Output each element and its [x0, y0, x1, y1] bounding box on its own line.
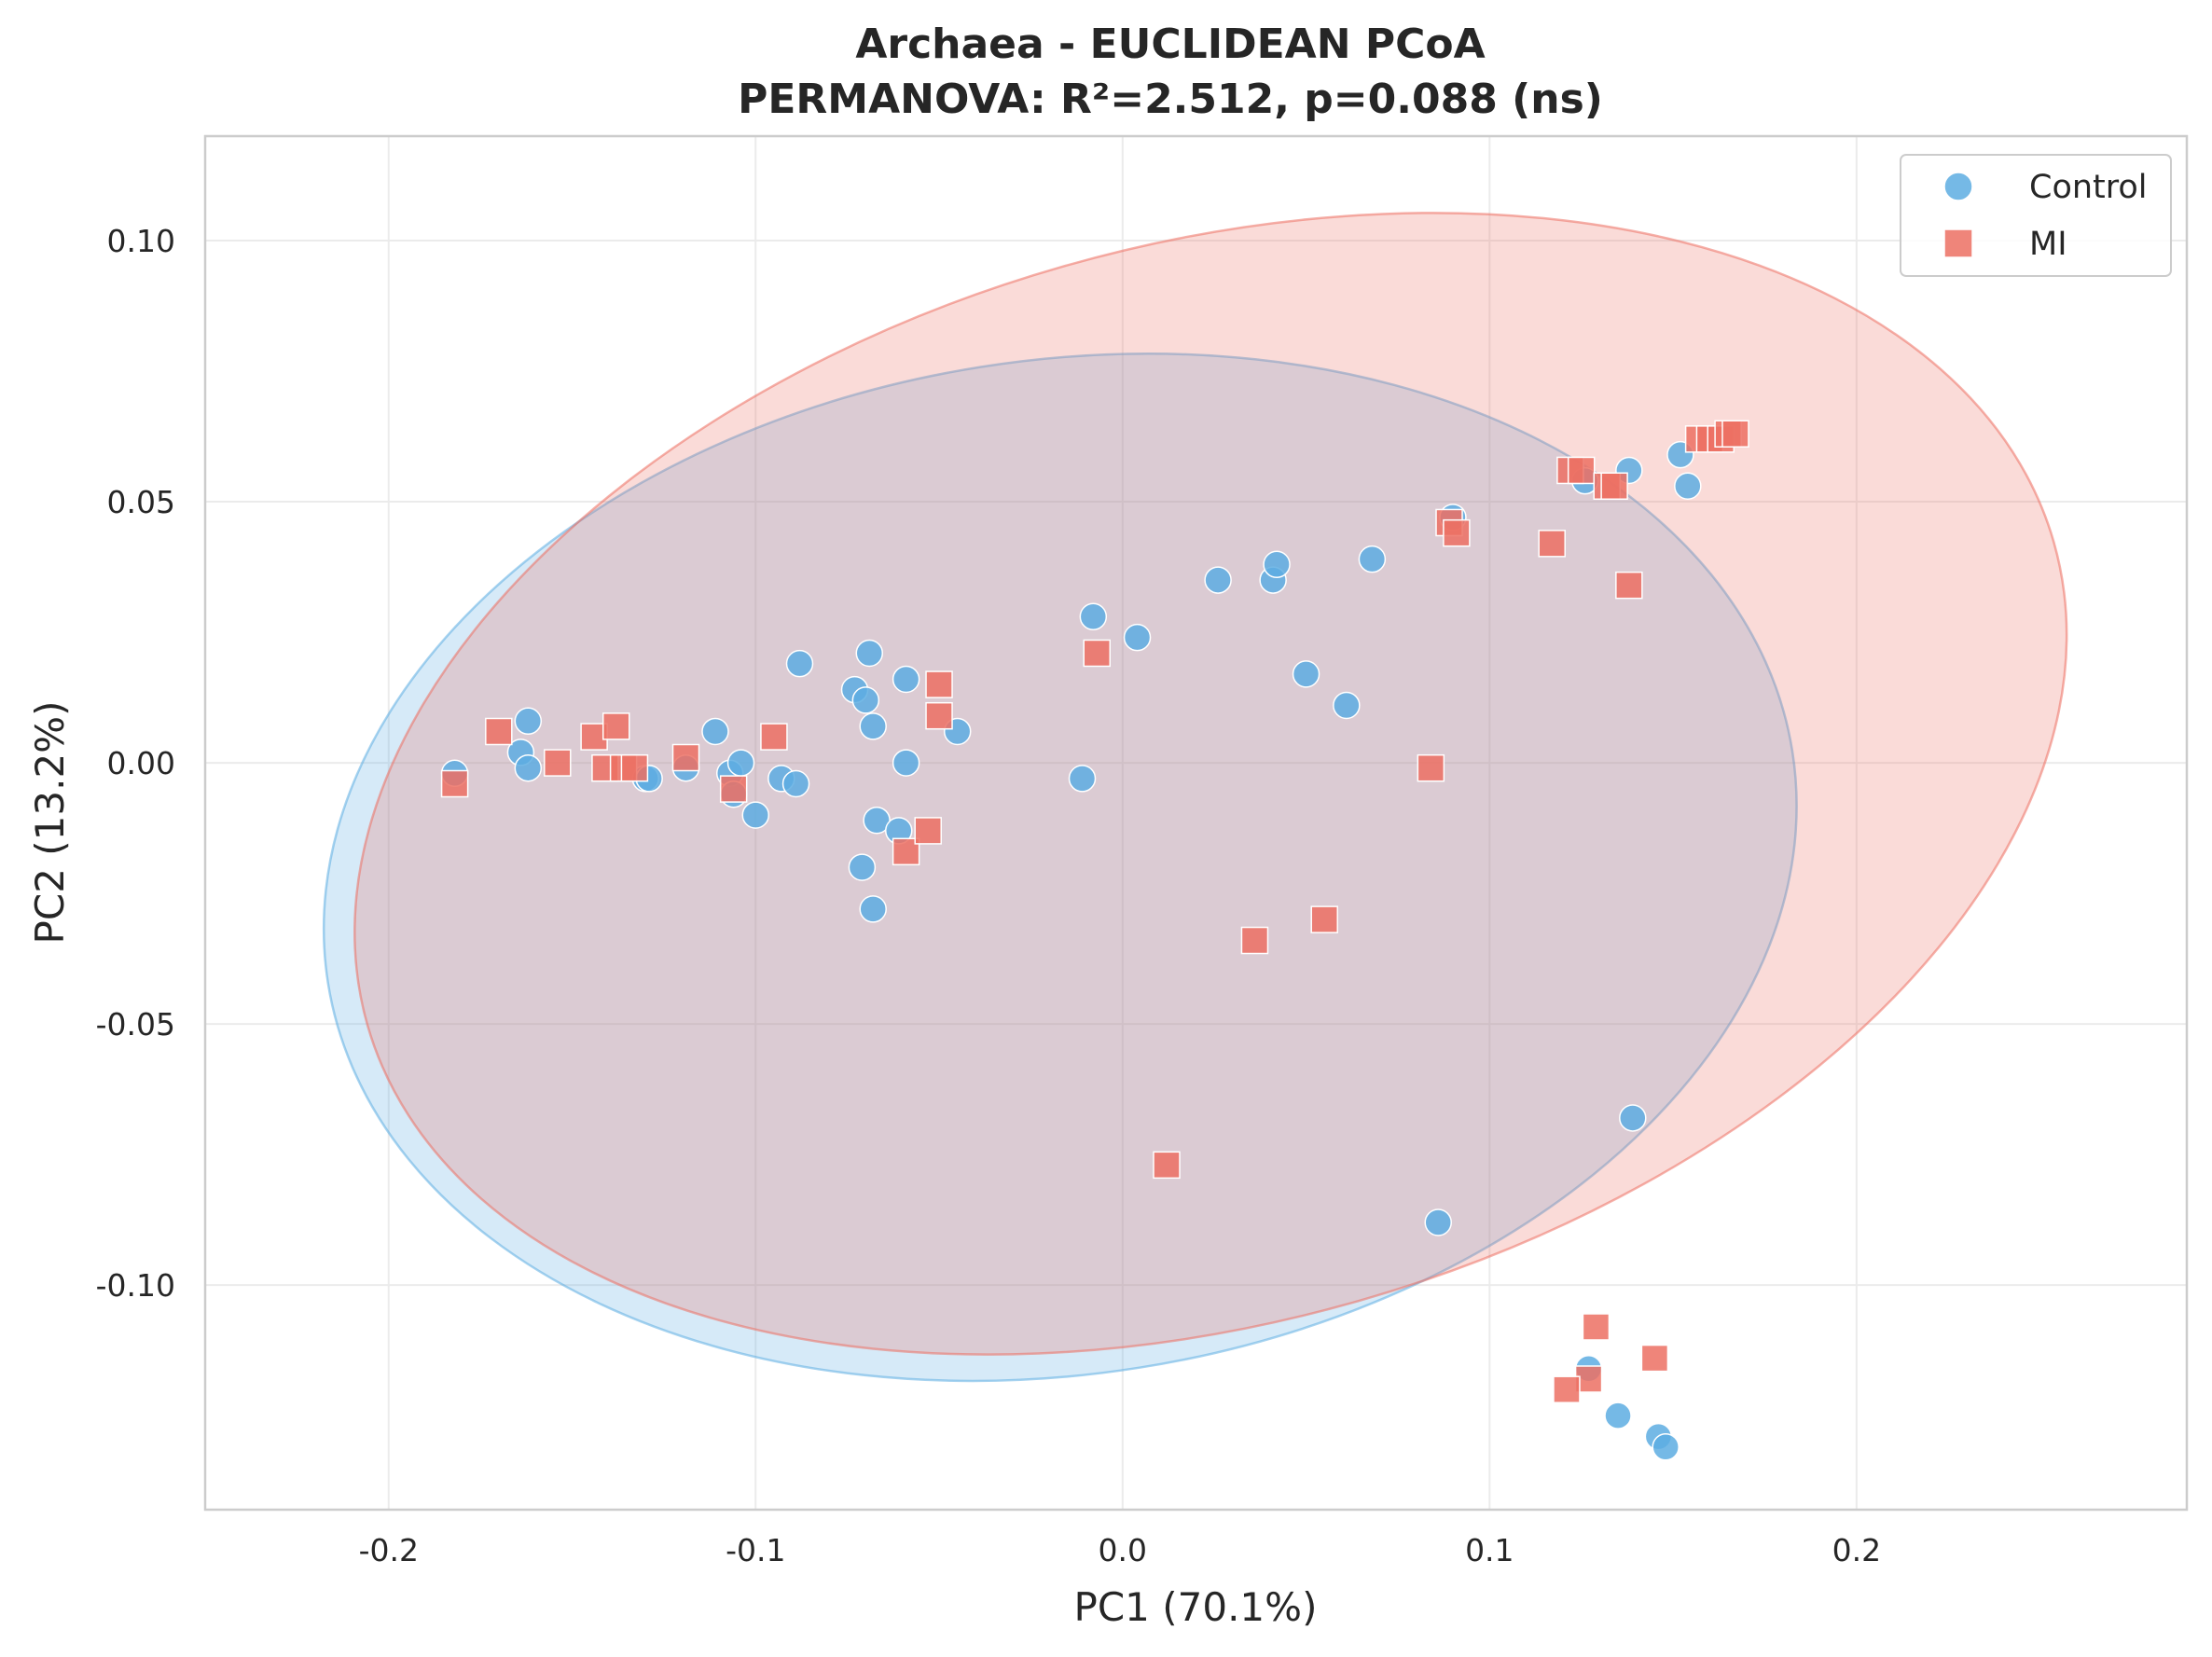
mi-point	[1615, 571, 1643, 600]
y-axis-label: PC2 (13.2%)	[27, 701, 73, 945]
x-tick-label: -0.1	[726, 1532, 785, 1568]
legend-control-marker	[1943, 172, 1973, 201]
mi-point	[914, 817, 942, 845]
grid-lines	[205, 136, 2187, 1510]
control-point	[1123, 623, 1152, 652]
y-tick-label: 0.10	[107, 223, 175, 259]
control-point	[863, 806, 891, 835]
legend-mi-label: MI	[2029, 226, 2067, 263]
control-point	[859, 895, 887, 923]
control-point	[514, 707, 543, 736]
mi-point	[1640, 1344, 1669, 1373]
control-point	[1358, 545, 1387, 573]
control-point	[851, 686, 880, 714]
confidence-ellipses	[322, 212, 2068, 1383]
control-point	[892, 665, 920, 694]
mi-point	[1567, 456, 1596, 485]
data-points	[440, 420, 1749, 1461]
mi-point	[1083, 639, 1111, 668]
mi-point	[671, 743, 700, 772]
x-axis-ticks: -0.2 -0.1 0.0 0.1 0.2	[359, 1532, 1882, 1568]
mi-point	[925, 701, 953, 730]
mi-point	[1240, 926, 1269, 955]
control-point	[741, 801, 770, 829]
chart-title: Archaea - EUCLIDEAN PCoA	[855, 21, 1485, 68]
control-point	[726, 749, 755, 777]
mi-point	[620, 753, 649, 782]
y-tick-label: -0.10	[96, 1267, 175, 1304]
control-point	[848, 853, 877, 881]
mi-point	[1721, 420, 1749, 448]
mi-point	[1582, 1313, 1611, 1341]
control-confidence-ellipse	[322, 352, 1798, 1383]
mi-point	[1153, 1151, 1181, 1180]
control-point	[1204, 566, 1232, 594]
y-tick-label: -0.05	[96, 1006, 175, 1043]
control-point	[1068, 765, 1097, 793]
x-tick-label: 0.2	[1832, 1532, 1881, 1568]
control-point	[785, 649, 814, 678]
control-point	[1292, 660, 1320, 688]
control-point	[514, 753, 543, 782]
control-point	[1619, 1104, 1647, 1132]
mi-point	[1417, 753, 1445, 782]
control-point	[1424, 1208, 1452, 1236]
mi-point	[485, 717, 513, 746]
mi-point	[760, 723, 788, 751]
legend-control-label: Control	[2029, 169, 2148, 206]
mi-point	[440, 769, 469, 798]
control-point	[855, 639, 884, 668]
control-point	[892, 749, 920, 777]
mi-confidence-ellipse	[353, 212, 2068, 1356]
mi-point	[1600, 472, 1628, 501]
control-point	[781, 769, 810, 798]
mi-point	[601, 712, 630, 740]
control-point	[859, 712, 887, 740]
mi-point	[925, 670, 953, 698]
control-point	[1079, 602, 1108, 631]
control-point	[1263, 550, 1291, 579]
x-axis-label: PC1 (70.1%)	[1074, 1584, 1318, 1630]
x-tick-label: 0.0	[1099, 1532, 1147, 1568]
mi-point	[1443, 518, 1471, 547]
mi-series	[440, 420, 1749, 1403]
mi-point	[1553, 1375, 1581, 1403]
y-tick-label: 0.05	[107, 484, 175, 520]
legend-mi-marker	[1943, 228, 1973, 258]
x-tick-label: 0.1	[1465, 1532, 1514, 1568]
mi-point	[719, 775, 748, 803]
mi-point	[1538, 530, 1566, 558]
legend: Control MI	[1900, 154, 2172, 277]
plot-frame	[203, 134, 2189, 1512]
mi-point	[892, 837, 920, 866]
x-tick-label: -0.2	[359, 1532, 419, 1568]
control-point	[1674, 472, 1702, 501]
control-point	[1652, 1433, 1680, 1461]
chart-subtitle: PERMANOVA: R²=2.512, p=0.088 (ns)	[738, 76, 1603, 123]
control-point	[1333, 691, 1361, 720]
control-point	[701, 717, 729, 746]
mi-point	[544, 749, 572, 777]
y-tick-label: 0.00	[107, 745, 175, 781]
y-axis-ticks: -0.10 -0.05 0.00 0.05 0.10	[96, 223, 175, 1304]
control-point	[1604, 1402, 1632, 1429]
mi-point	[1310, 905, 1338, 933]
